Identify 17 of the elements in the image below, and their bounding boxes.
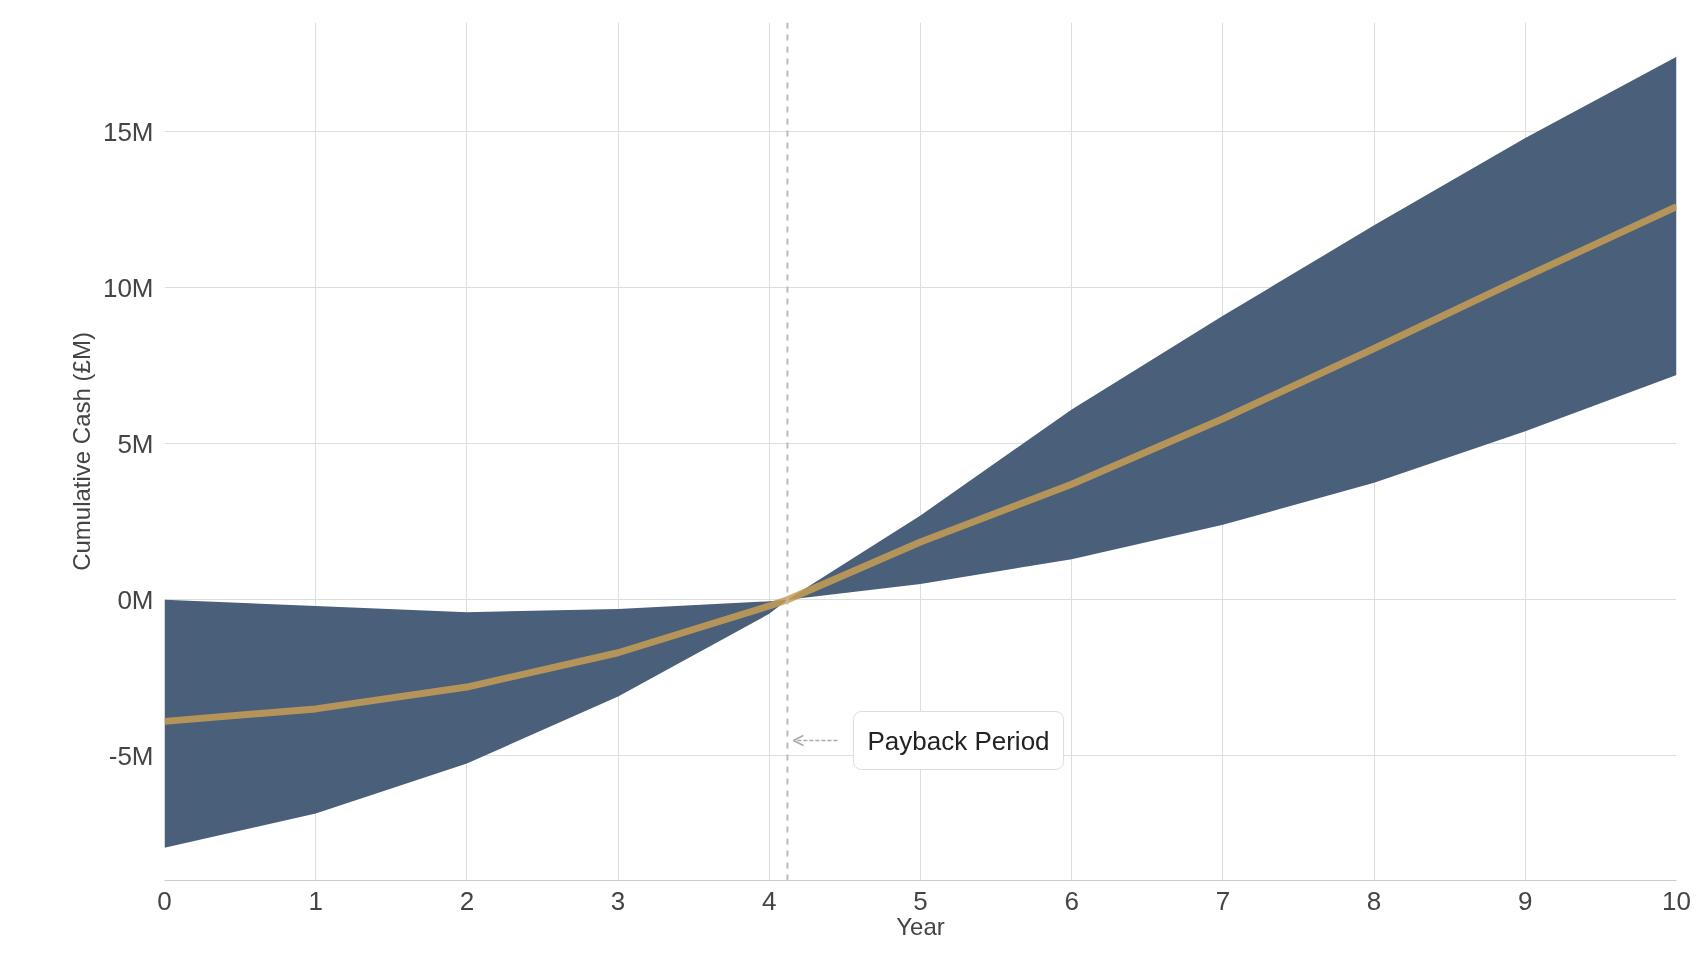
x-tick-label: 0 — [157, 885, 172, 916]
x-tick-label: 10 — [1662, 885, 1691, 916]
y-tick-label: 10M — [102, 272, 154, 303]
x-tick-label: 3 — [610, 885, 626, 916]
x-tick-label: 1 — [308, 885, 323, 916]
x-tick-label: 2 — [459, 885, 475, 916]
x-tick-label: 4 — [762, 885, 777, 916]
y-tick-label: 0M — [117, 584, 154, 615]
x-tick-label: 8 — [1366, 885, 1382, 916]
y-tick-label: 15M — [102, 116, 154, 147]
x-tick-label: 6 — [1064, 885, 1079, 916]
y-tick-label: 5M — [117, 428, 154, 459]
y-axis-title: Cumulative Cash (£M) — [67, 332, 95, 571]
x-tick-label: 7 — [1215, 885, 1231, 916]
ref-line-label: Payback Period — [867, 725, 1050, 756]
x-tick-label: 9 — [1518, 885, 1533, 916]
y-tick-label: -5M — [108, 740, 154, 771]
